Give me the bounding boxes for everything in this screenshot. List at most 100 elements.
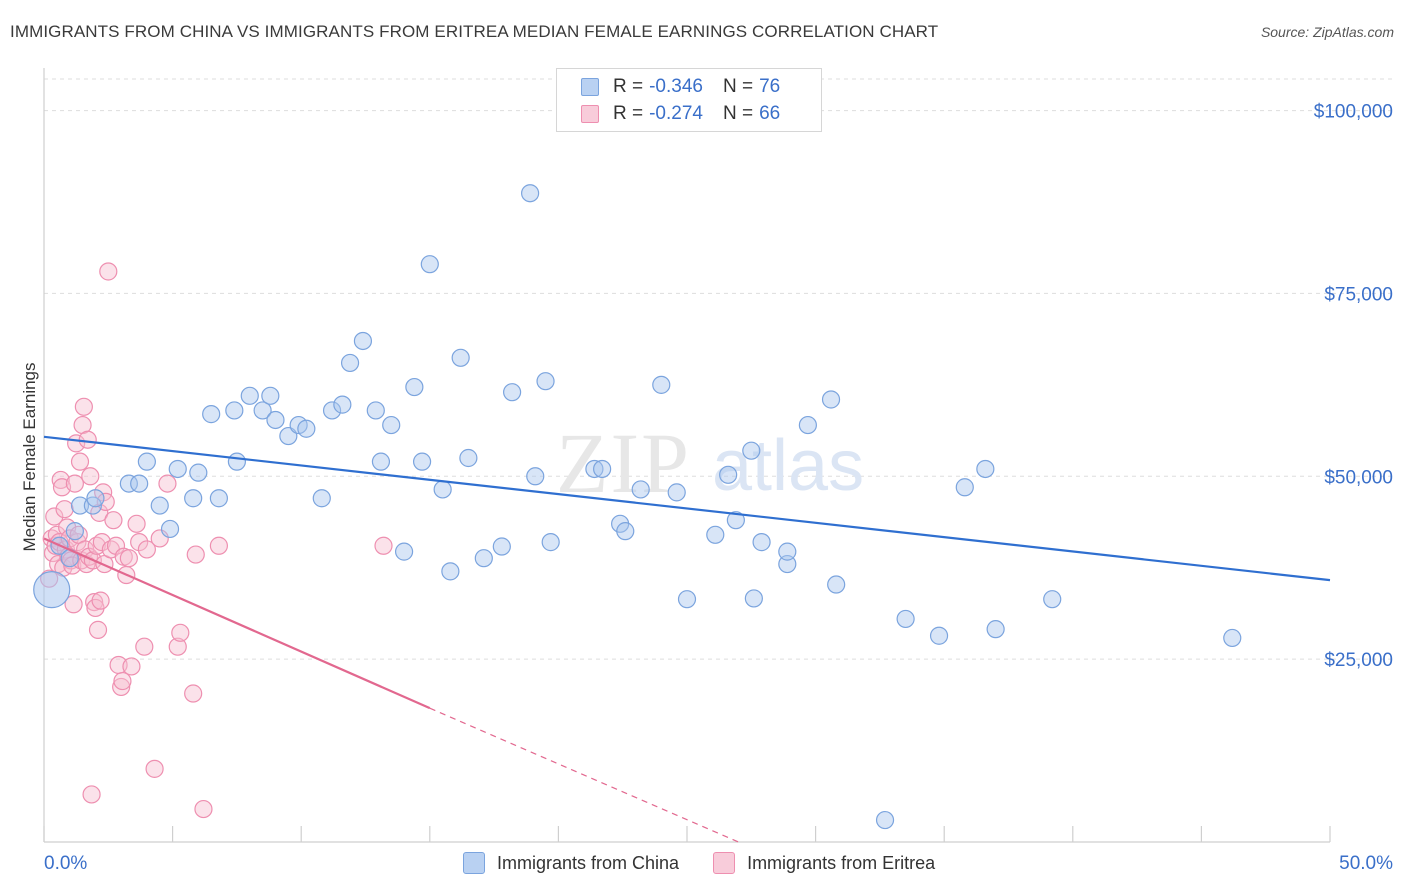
china-point — [976, 459, 995, 479]
china-point — [382, 415, 401, 435]
china-point — [225, 401, 244, 420]
legend-row-eritrea: R = -0.274 N = 66 — [581, 102, 780, 126]
legend-row-china: R = -0.346 N = 76 — [581, 75, 780, 99]
china-point — [420, 255, 439, 274]
china-point — [137, 452, 156, 471]
series-china-points — [33, 184, 1242, 830]
eritrea-point — [63, 556, 82, 575]
legend-label-eritrea: Immigrants from Eritrea — [747, 852, 936, 873]
china-point — [160, 519, 180, 539]
eritrea-point — [113, 671, 132, 691]
china-point — [340, 353, 360, 373]
legend-item-china[interactable]: Immigrants from China — [463, 852, 679, 874]
eritrea-point — [64, 595, 83, 614]
china-point — [451, 348, 470, 367]
china-point — [667, 483, 686, 502]
legend-n-value-eritrea: 66 — [759, 103, 781, 124]
eritrea-point — [70, 452, 90, 471]
china-point — [70, 496, 90, 515]
eritrea-point — [184, 684, 203, 703]
china-point — [394, 542, 414, 561]
china-point — [240, 386, 259, 405]
eritrea-point — [90, 503, 109, 522]
china-trend-line — [43, 435, 1331, 582]
china-point — [189, 463, 208, 482]
china-point — [875, 810, 895, 830]
eritrea-trend-line — [43, 537, 431, 710]
china-point — [261, 386, 280, 405]
china-point — [1223, 628, 1242, 648]
watermark-atlas: atlas — [712, 426, 864, 506]
china-point — [459, 448, 478, 468]
china-point — [896, 609, 915, 629]
china-point — [744, 589, 763, 608]
eritrea-point — [171, 623, 190, 642]
china-point — [297, 419, 316, 438]
china-point — [536, 372, 555, 391]
watermark-zip: ZIP — [556, 415, 691, 511]
chart-title: IMMIGRANTS FROM CHINA VS IMMIGRANTS FROM… — [10, 22, 939, 41]
y-tick-label: $50,000 — [1324, 467, 1393, 488]
china-point — [752, 533, 771, 552]
china-point — [474, 549, 493, 568]
eritrea-point — [112, 677, 131, 697]
china-point — [312, 489, 331, 508]
legend-r-value-eritrea: -0.274 — [649, 103, 703, 124]
china-point — [929, 626, 949, 645]
china-point — [353, 331, 373, 351]
legend-r-label: R = — [613, 103, 644, 124]
series-eritrea-points — [40, 262, 393, 819]
eritrea-point — [74, 397, 93, 416]
eritrea-point — [55, 500, 74, 519]
china-point — [652, 375, 671, 394]
eritrea-point — [168, 637, 187, 656]
china-point — [955, 478, 974, 497]
china-point — [202, 405, 221, 424]
china-point — [778, 554, 797, 574]
y-tick-label: $25,000 — [1324, 650, 1393, 671]
legend-item-eritrea[interactable]: Immigrants from Eritrea — [713, 852, 935, 874]
china-point — [184, 489, 203, 508]
source-label: Source: ZipAtlas.com — [1260, 24, 1394, 40]
china-point — [503, 383, 522, 402]
china-point — [266, 410, 285, 430]
china-legend-swatch-icon — [463, 852, 485, 874]
china-point — [742, 441, 761, 460]
china-point — [433, 480, 452, 499]
legend-n-label: N = — [722, 103, 754, 124]
eritrea-point — [119, 549, 138, 568]
legend-n-value-china: 76 — [759, 76, 781, 97]
eritrea-point — [194, 799, 213, 819]
axis-labels: $25,000 $50,000 $75,000 $100,000 0.0% 50.0% Me… — [20, 102, 1393, 874]
x-tick-label: 50.0% — [1339, 853, 1393, 874]
eritrea-point — [135, 637, 154, 656]
china-point — [150, 496, 169, 515]
china-point — [593, 459, 612, 479]
eritrea-point — [374, 536, 393, 555]
eritrea-point — [145, 759, 164, 778]
china-point — [253, 401, 272, 420]
grid-lines — [44, 78, 1392, 660]
china-point — [33, 571, 71, 609]
eritrea-point — [158, 474, 177, 493]
china-point — [65, 522, 84, 541]
china-point — [333, 395, 352, 414]
china-point — [798, 415, 817, 435]
china-point — [616, 522, 635, 541]
china-point — [119, 474, 138, 493]
x-tick-label: 0.0% — [44, 853, 87, 874]
china-point — [168, 459, 187, 479]
eritrea-point — [122, 657, 141, 676]
legend-label-china: Immigrants from China — [497, 852, 680, 873]
eritrea-point — [186, 545, 205, 564]
china-point — [778, 542, 797, 561]
china-point — [366, 401, 385, 420]
china-point — [526, 467, 545, 486]
china-swatch-icon — [581, 78, 599, 96]
eritrea-legend-swatch-icon — [713, 852, 736, 874]
china-point — [726, 511, 745, 530]
eritrea-point — [65, 474, 84, 493]
eritrea-point — [88, 620, 108, 639]
china-point — [405, 377, 424, 397]
